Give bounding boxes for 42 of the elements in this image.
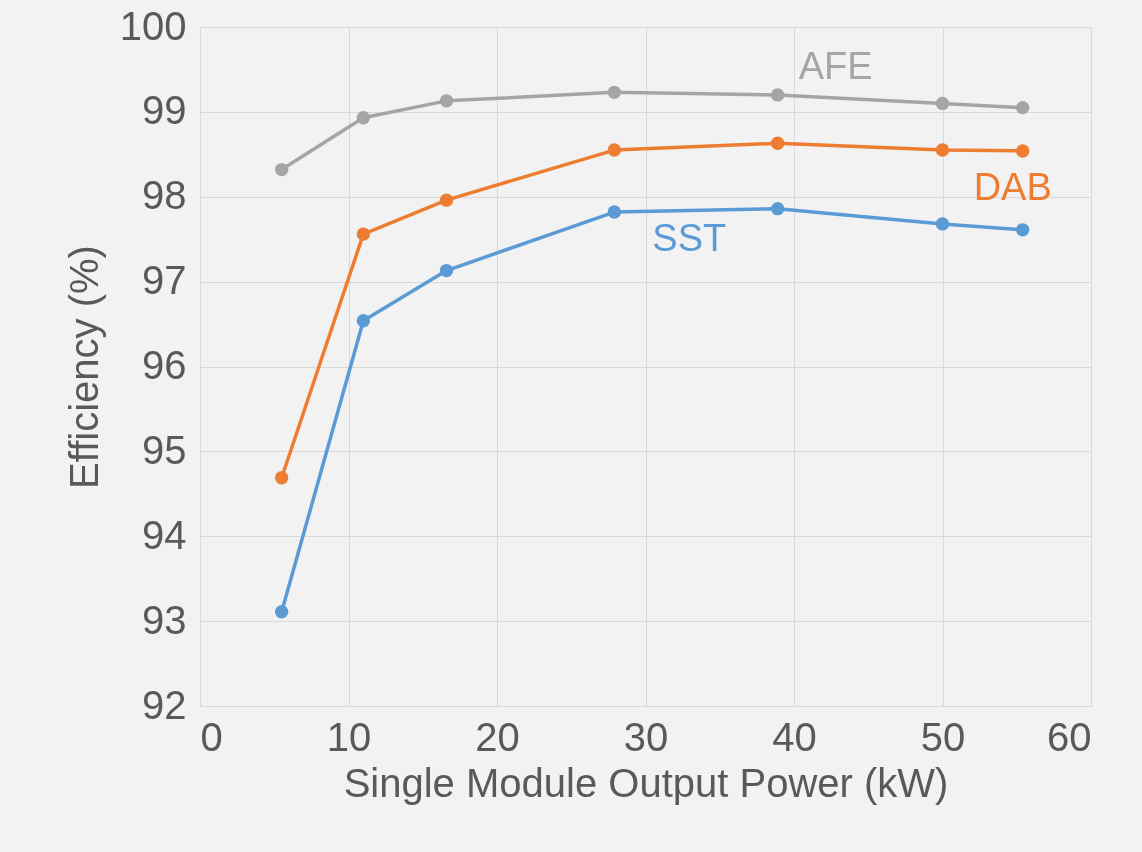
series-label: SST xyxy=(652,217,727,260)
point xyxy=(356,227,371,241)
x-axis-title: Single Module Output Power (kW) xyxy=(343,760,949,805)
point xyxy=(274,162,289,177)
point xyxy=(356,111,371,125)
point xyxy=(935,96,950,111)
y-tick-label: 93 xyxy=(142,597,187,642)
point xyxy=(439,94,454,108)
x-tick-label: 0 xyxy=(200,714,223,759)
series-label: AFE xyxy=(798,44,873,87)
point xyxy=(356,313,371,328)
point xyxy=(770,136,785,150)
x-tick-label: 10 xyxy=(326,714,372,759)
x-tick-label: 40 xyxy=(772,714,817,759)
point xyxy=(1015,144,1030,158)
point xyxy=(607,85,622,100)
y-tick-label: 95 xyxy=(142,427,187,472)
point xyxy=(1015,100,1030,115)
point xyxy=(770,201,785,216)
y-axis-title: Efficiency (%) xyxy=(61,245,106,489)
x-tick-label: 30 xyxy=(623,714,669,759)
x-tick-label: 50 xyxy=(920,714,966,759)
x-tick-label: 60 xyxy=(1047,714,1092,759)
point xyxy=(1015,223,1030,237)
y-tick-label: 94 xyxy=(142,512,187,557)
point xyxy=(607,143,622,157)
point xyxy=(274,470,289,485)
y-tick-label: 97 xyxy=(142,258,187,303)
y-tick-label: 92 xyxy=(142,682,187,727)
point xyxy=(274,605,289,619)
point xyxy=(439,193,454,207)
point xyxy=(439,263,454,278)
series-label: DAB xyxy=(973,165,1052,208)
point xyxy=(770,88,785,102)
y-tick-label: 99 xyxy=(142,88,187,133)
y-tick-label: 100 xyxy=(119,3,187,48)
y-tick-label: 96 xyxy=(142,343,187,387)
point xyxy=(935,217,950,231)
point xyxy=(935,143,950,157)
y-tick-label: 98 xyxy=(142,173,187,218)
point xyxy=(607,205,622,219)
x-tick-label: 20 xyxy=(475,714,520,759)
